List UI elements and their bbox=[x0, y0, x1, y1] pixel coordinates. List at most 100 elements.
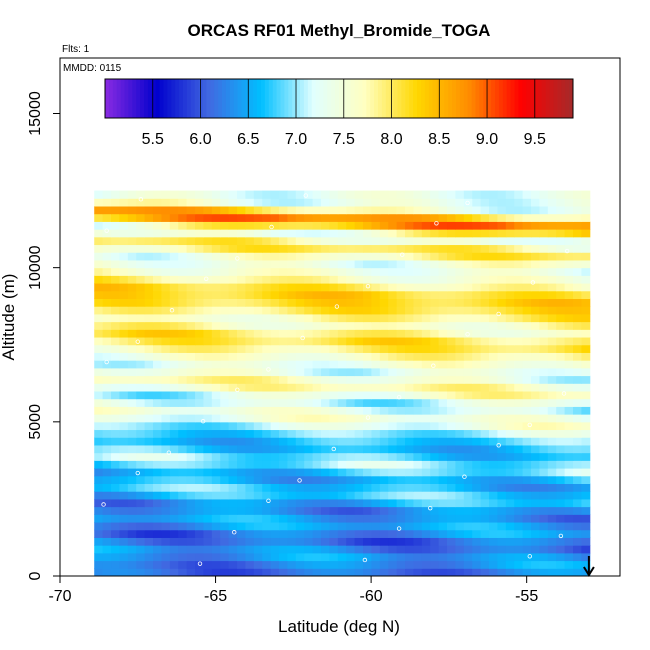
heatmap-cell bbox=[312, 522, 322, 531]
heatmap-cell bbox=[581, 514, 591, 523]
heatmap-cell bbox=[245, 491, 255, 500]
heatmap-cell bbox=[463, 375, 473, 384]
heatmap-cell bbox=[169, 560, 179, 569]
heatmap-cell bbox=[111, 383, 120, 392]
heatmap-cell bbox=[169, 360, 179, 369]
colorbar-swatch bbox=[452, 79, 457, 118]
heatmap-cell bbox=[505, 236, 515, 246]
heatmap-cell bbox=[178, 444, 188, 454]
heatmap-cell bbox=[337, 213, 347, 222]
heatmap-cell bbox=[178, 283, 188, 292]
x-axis-label: Latitude (deg N) bbox=[278, 617, 400, 636]
heatmap-cell bbox=[144, 552, 154, 562]
heatmap-cell bbox=[211, 498, 221, 508]
heatmap-cell bbox=[388, 206, 398, 215]
sample-point bbox=[300, 335, 305, 341]
heatmap-cell bbox=[421, 236, 431, 246]
heatmap-cell bbox=[396, 221, 406, 230]
heatmap-cell bbox=[388, 367, 398, 377]
heatmap-cell bbox=[329, 306, 339, 315]
heatmap-cell bbox=[505, 552, 515, 562]
heatmap-cell bbox=[455, 460, 465, 469]
heatmap-cell bbox=[388, 529, 398, 538]
heatmap-cell bbox=[564, 337, 574, 346]
heatmap-cell bbox=[186, 468, 196, 477]
heatmap-cell bbox=[329, 529, 339, 538]
heatmap-cell bbox=[438, 537, 448, 546]
heatmap-cell bbox=[346, 229, 356, 238]
heatmap-cell bbox=[337, 429, 347, 438]
heatmap-cell bbox=[211, 283, 221, 292]
heatmap-cell bbox=[111, 352, 120, 361]
heatmap-cell bbox=[564, 391, 574, 400]
heatmap-cell bbox=[463, 383, 473, 392]
heatmap-cell bbox=[438, 460, 448, 469]
heatmap-cell bbox=[329, 545, 339, 554]
heatmap-cell bbox=[119, 537, 129, 546]
heatmap-cell bbox=[354, 529, 364, 538]
heatmap-cell bbox=[337, 475, 347, 484]
heatmap-cell bbox=[253, 352, 263, 361]
heatmap-cell bbox=[489, 421, 498, 431]
heatmap-cell bbox=[195, 398, 204, 407]
heatmap-cell bbox=[203, 344, 213, 353]
heatmap-cell bbox=[396, 514, 406, 523]
plot-border bbox=[59, 57, 621, 577]
heatmap-cell bbox=[505, 337, 515, 346]
heatmap-cell bbox=[270, 229, 280, 238]
heatmap-cell bbox=[304, 236, 314, 246]
heatmap-cell bbox=[304, 452, 314, 461]
heatmap-cell bbox=[489, 498, 498, 508]
heatmap-cell bbox=[321, 391, 330, 400]
sample-point bbox=[166, 450, 172, 455]
heatmap-cell bbox=[237, 298, 246, 307]
heatmap-cell bbox=[270, 414, 280, 423]
heatmap-cell bbox=[253, 560, 263, 569]
heatmap-cell bbox=[396, 360, 406, 369]
heatmap-cell bbox=[564, 375, 574, 384]
heatmap-cell bbox=[447, 344, 456, 353]
heatmap-cell bbox=[489, 468, 498, 477]
heatmap-cell bbox=[531, 321, 540, 330]
heatmap-cell bbox=[262, 298, 272, 307]
heatmap-cell bbox=[312, 414, 322, 423]
heatmap-cell bbox=[564, 313, 574, 323]
heatmap-cell bbox=[186, 568, 196, 577]
heatmap-cell bbox=[136, 491, 146, 500]
heatmap-cell bbox=[489, 306, 498, 315]
heatmap-cell bbox=[447, 206, 456, 215]
heatmap-cell bbox=[279, 398, 288, 407]
heatmap-cell bbox=[522, 383, 532, 392]
heatmap-cell bbox=[270, 259, 280, 269]
heatmap-cell bbox=[102, 375, 112, 384]
heatmap-cell bbox=[430, 545, 440, 554]
heatmap-cell bbox=[178, 568, 188, 577]
heatmap-cell bbox=[178, 221, 188, 230]
heatmap-cell bbox=[186, 267, 196, 276]
colorbar-swatch bbox=[549, 79, 554, 118]
heatmap-cell bbox=[346, 360, 356, 369]
heatmap-cell bbox=[304, 352, 314, 361]
heatmap-cell bbox=[472, 337, 482, 346]
heatmap-cell bbox=[169, 529, 179, 538]
colorbar-swatch bbox=[565, 79, 570, 118]
heatmap-cell bbox=[228, 206, 238, 215]
heatmap-cell bbox=[497, 259, 507, 269]
heatmap-cell bbox=[489, 545, 498, 554]
heatmap-cell bbox=[573, 560, 582, 569]
heatmap-cell bbox=[136, 321, 146, 330]
heatmap-cell bbox=[203, 375, 213, 384]
heatmap-cell bbox=[136, 290, 146, 299]
heatmap-cell bbox=[329, 460, 339, 469]
heatmap-cell bbox=[111, 421, 120, 431]
heatmap-cell bbox=[379, 483, 389, 492]
heatmap-cell bbox=[94, 283, 104, 292]
heatmap-cell bbox=[564, 275, 574, 284]
heatmap-cell bbox=[169, 229, 179, 238]
heatmap-cell bbox=[421, 344, 431, 353]
heatmap-cell bbox=[455, 537, 465, 546]
heatmap-cell bbox=[346, 313, 356, 323]
heatmap-cell bbox=[304, 560, 314, 569]
heatmap-cell bbox=[438, 437, 448, 446]
heatmap-cell bbox=[337, 360, 347, 369]
